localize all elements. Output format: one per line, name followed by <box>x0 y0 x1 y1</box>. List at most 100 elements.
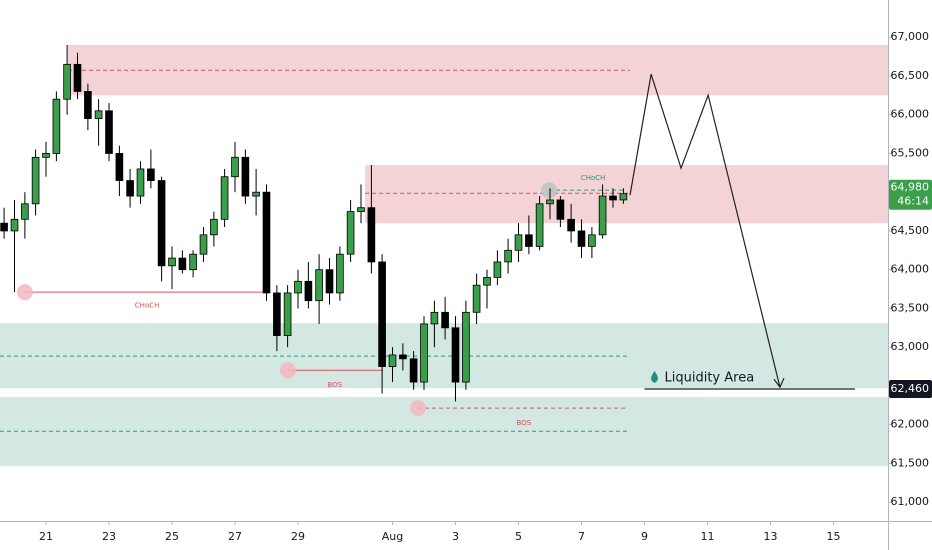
candle-body <box>451 327 460 383</box>
x-tick-label: 5 <box>515 530 522 543</box>
candle-body <box>462 311 470 383</box>
liquidity-price-label: 62,460 <box>891 382 930 395</box>
candle-body <box>241 156 250 197</box>
annotation: BOS <box>328 381 343 389</box>
candle-body <box>105 110 113 154</box>
candles <box>0 44 628 402</box>
candle-body <box>210 218 218 236</box>
candle-body <box>147 168 155 181</box>
candle-body <box>10 218 19 232</box>
candle-body <box>189 253 197 271</box>
y-tick-label: 66,500 <box>891 69 930 82</box>
x-tick-label: 7 <box>578 530 585 543</box>
candle-body <box>535 203 544 247</box>
candle-body <box>441 311 449 329</box>
candle-body <box>567 218 575 232</box>
projection-path <box>629 73 781 388</box>
candle-body <box>273 292 281 336</box>
x-tick-label: Aug <box>382 530 403 543</box>
axes: 61,00061,50062,00062,50063,00063,50064,0… <box>39 30 932 543</box>
candle-body <box>399 354 407 360</box>
y-tick-label: 62,000 <box>891 418 930 431</box>
candle-body <box>157 180 166 267</box>
candle-body <box>546 199 554 205</box>
candle-body <box>588 234 596 247</box>
y-tick-label: 61,000 <box>891 495 930 508</box>
countdown: 46:14 <box>897 195 929 208</box>
arrow-head <box>773 377 785 389</box>
y-tick-label: 63,000 <box>891 340 930 353</box>
candle-body <box>52 98 61 154</box>
candle-body <box>168 257 176 267</box>
candle-body <box>178 257 187 271</box>
x-tick-label: 3 <box>452 530 459 543</box>
candle-body <box>598 195 607 236</box>
zone <box>0 323 888 389</box>
candle-body <box>556 199 565 220</box>
y-tick-label: 64,500 <box>891 224 930 237</box>
candle-body <box>126 180 134 197</box>
candle-body <box>493 261 502 278</box>
candle-body <box>430 311 439 325</box>
marker <box>16 284 33 301</box>
candle-body <box>504 249 512 263</box>
candle-body <box>388 354 397 367</box>
candle-body <box>609 195 617 201</box>
candle-body <box>220 176 229 220</box>
candle-body <box>525 234 533 247</box>
y-tick-label: 65,500 <box>891 146 930 159</box>
candle-body <box>31 156 40 205</box>
candle-body <box>252 191 260 197</box>
candle-body <box>357 207 365 212</box>
y-tick-label: 63,500 <box>891 301 930 314</box>
candle-body <box>304 280 313 302</box>
annotation: CHoCH <box>135 301 160 309</box>
candle-body <box>73 63 82 92</box>
last-price-box <box>889 179 932 210</box>
candle-body <box>294 280 302 294</box>
y-tick-label: 67,000 <box>891 30 930 43</box>
annotation: BOS <box>517 419 532 427</box>
y-tick-label: 61,500 <box>891 456 930 469</box>
x-tick-label: 21 <box>39 530 53 543</box>
candle-body <box>199 234 208 255</box>
x-tick-label: 13 <box>764 530 778 543</box>
candle-body <box>378 261 386 367</box>
candle-body <box>21 203 29 220</box>
candle-body <box>346 211 355 255</box>
candle-body <box>514 234 523 251</box>
last-price-label: 64,980 <box>891 181 930 194</box>
marker <box>541 182 558 199</box>
annotation: CHoCH <box>581 174 606 182</box>
candle-body <box>262 191 271 294</box>
x-tick-label: 23 <box>102 530 116 543</box>
marker <box>410 400 427 417</box>
x-tick-label: 27 <box>228 530 242 543</box>
lines <box>0 69 631 432</box>
candle-body <box>367 207 376 263</box>
candle-body <box>42 153 50 158</box>
candle-body <box>336 253 344 294</box>
candle-body <box>325 269 334 294</box>
candle-body <box>420 323 428 383</box>
candle-body <box>283 292 292 336</box>
candle-body <box>84 91 92 119</box>
x-tick-label: 29 <box>291 530 305 543</box>
candle-body <box>315 269 323 302</box>
candle-body <box>94 110 103 119</box>
candle-body <box>136 168 145 197</box>
marker <box>279 362 296 379</box>
drop-icon <box>651 371 658 384</box>
candle-body <box>0 222 8 232</box>
overlay: CHoCH BOS BOS CHoCH Liquidity Area <box>135 73 855 427</box>
x-tick-label: 9 <box>641 530 648 543</box>
candle-body <box>409 358 418 383</box>
y-tick-label: 64,000 <box>891 263 930 276</box>
x-tick-label: 25 <box>165 530 179 543</box>
y-tick-label: 66,000 <box>891 108 930 121</box>
candle-body <box>63 63 71 100</box>
candle-body <box>231 156 239 178</box>
liquidity-label: Liquidity Area <box>665 371 755 386</box>
candle-body <box>115 153 124 181</box>
